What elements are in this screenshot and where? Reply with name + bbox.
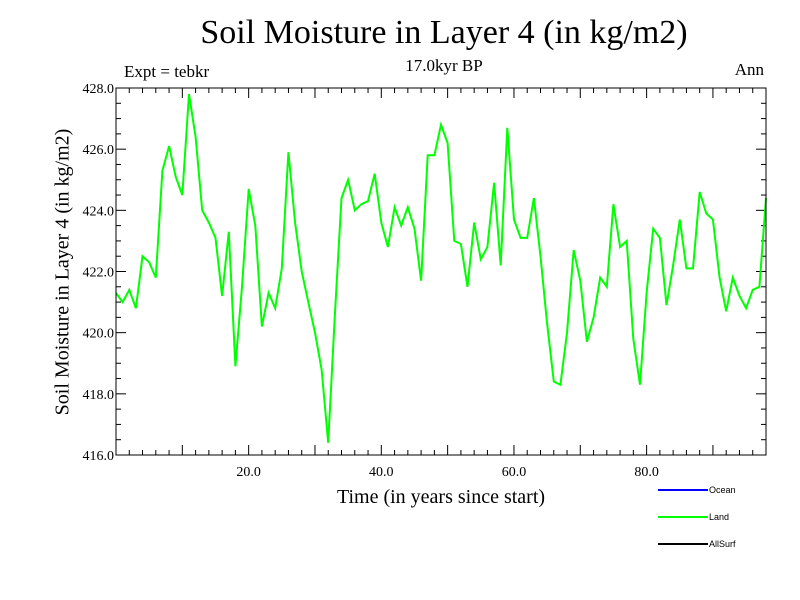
x-tick-label: 40.0	[369, 465, 394, 480]
chart-subtitle: 17.0kyr BP	[405, 56, 483, 75]
x-axis-label: Time (in years since start)	[336, 486, 546, 508]
y-tick-label: 420.0	[83, 327, 115, 342]
season-label: Ann	[734, 60, 764, 79]
y-tick-label: 418.0	[83, 388, 115, 403]
x-tick-label: 20.0	[236, 465, 261, 480]
y-tick-label: 424.0	[83, 204, 115, 219]
chart-title: Soil Moisture in Layer 4 (in kg/m2)	[200, 14, 688, 51]
plot-frame	[115, 87, 767, 456]
y-tick-label: 426.0	[83, 143, 115, 158]
tick-labels: 20.0 40.0 60.0 80.0 416.0 418.0 420.0 422.0 424.…	[83, 82, 659, 480]
experiment-label: Expt = tebkr	[124, 62, 210, 81]
legend-label-ocean: Ocean	[709, 485, 736, 495]
axis-ticks	[116, 88, 766, 455]
y-tick-label: 416.0	[83, 449, 115, 464]
legend-label-land: Land	[709, 512, 729, 522]
y-tick-label: 422.0	[83, 266, 115, 281]
x-tick-label: 60.0	[502, 465, 527, 480]
data-series	[115, 93, 767, 443]
legend-label-allsurf: AllSurf	[709, 539, 736, 549]
legend: Ocean Land AllSurf	[658, 485, 736, 549]
y-tick-label: 428.0	[83, 82, 115, 97]
x-tick-label: 80.0	[634, 465, 659, 480]
series-line-land	[115, 93, 767, 443]
